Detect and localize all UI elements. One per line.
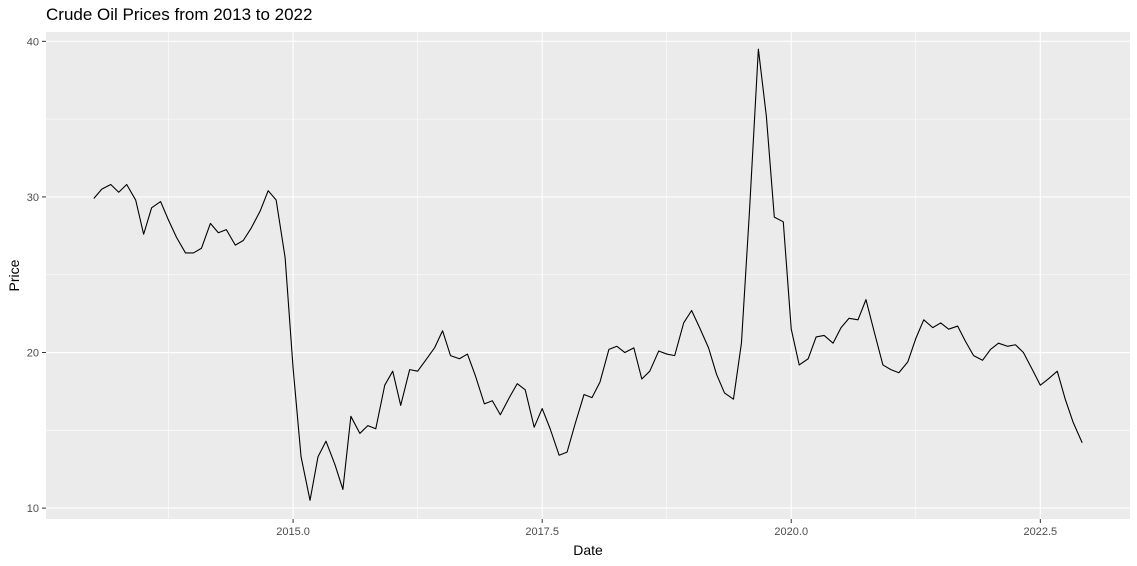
y-tick-label: 30 bbox=[27, 192, 39, 204]
y-axis-title: Price bbox=[6, 259, 22, 291]
y-tick-label: 40 bbox=[27, 36, 39, 48]
price-series-line bbox=[93, 48, 1083, 501]
x-axis-title: Date bbox=[573, 542, 603, 558]
x-tick-label: 2017.5 bbox=[525, 526, 559, 538]
axis-ticks bbox=[42, 40, 1041, 523]
axis-tick-labels: 2015.0 2017.5 2020.0 2022.5 10 20 30 40 bbox=[27, 36, 1057, 538]
chart-title: Crude Oil Prices from 2013 to 2022 bbox=[46, 5, 313, 24]
plot-panel bbox=[46, 32, 1130, 519]
x-tick-label: 2022.5 bbox=[1024, 526, 1058, 538]
x-tick-label: 2020.0 bbox=[774, 526, 808, 538]
major-gridlines bbox=[46, 32, 1130, 519]
minor-gridlines bbox=[46, 32, 1130, 519]
y-tick-label: 20 bbox=[27, 348, 39, 360]
x-tick-label: 2015.0 bbox=[276, 526, 310, 538]
y-tick-label: 10 bbox=[27, 503, 39, 515]
